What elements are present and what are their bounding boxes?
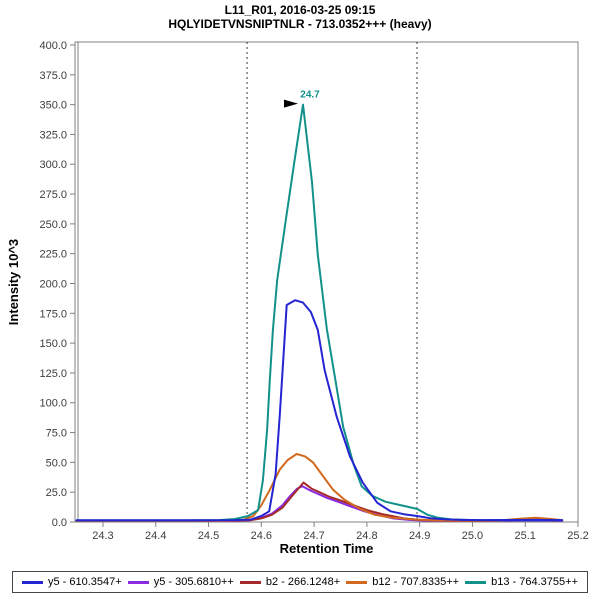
legend-swatch-line xyxy=(346,580,368,584)
y-tick-label: 25.0 xyxy=(46,487,67,499)
x-tick-label: 25.1 xyxy=(515,530,536,542)
y-tick-label: 175.0 xyxy=(39,308,67,320)
legend-swatch-line xyxy=(127,580,149,584)
legend-label: y5 - 610.3547+ xyxy=(48,576,122,588)
chart-subtitle-peptide: HQLYIDETVNSNIPTNLR - 713.0352+++ (heavy) xyxy=(168,17,432,31)
legend-swatch-line xyxy=(465,580,487,584)
x-tick-label: 24.4 xyxy=(145,530,166,542)
y-tick-label: 150.0 xyxy=(39,338,67,350)
x-tick-label: 25.0 xyxy=(462,530,483,542)
trace-b13-764-3755- xyxy=(75,103,564,522)
y-tick-label: 375.0 xyxy=(39,70,67,82)
y-tick-label: 225.0 xyxy=(39,249,67,261)
legend-item: b13 - 764.3755++ xyxy=(465,576,578,588)
y-tick-label: 125.0 xyxy=(39,368,67,380)
y-tick-label: 275.0 xyxy=(39,189,67,201)
y-tick-label: 0.0 xyxy=(52,517,67,529)
y-tick-label: 75.0 xyxy=(46,428,67,440)
peak-rt-annotation: 24.7 xyxy=(300,90,320,101)
y-tick-label: 250.0 xyxy=(39,219,67,231)
trace-b12-707-8335- xyxy=(75,453,564,522)
x-tick-label: 24.9 xyxy=(409,530,430,542)
legend-item: y5 - 305.6810++ xyxy=(127,576,234,588)
y-tick-label: 300.0 xyxy=(39,159,67,171)
legend-item: b2 - 266.1248+ xyxy=(239,576,341,588)
x-axis-title: Retention Time xyxy=(279,541,374,556)
legend-item: y5 - 610.3547+ xyxy=(22,576,122,588)
x-tick-label: 24.6 xyxy=(251,530,272,542)
y-tick-label: 200.0 xyxy=(39,278,67,290)
plot-border xyxy=(74,41,579,523)
legend-label: b13 - 764.3755++ xyxy=(491,576,578,588)
x-tick-label: 24.3 xyxy=(92,530,113,542)
y-tick-label: 100.0 xyxy=(39,398,67,410)
legend-label: y5 - 305.6810++ xyxy=(153,576,234,588)
trace-b2-266-1248- xyxy=(75,481,558,522)
legend-swatch-line xyxy=(22,580,43,584)
legend-item: b12 - 707.8335++ xyxy=(346,576,459,588)
x-tick-label: 24.7 xyxy=(303,530,324,542)
y-tick-label: 400.0 xyxy=(39,40,67,52)
x-tick-label: 24.8 xyxy=(356,530,377,542)
y-tick-label: 325.0 xyxy=(39,129,67,141)
y-tick-label: 350.0 xyxy=(39,100,67,112)
legend-label: b2 - 266.1248+ xyxy=(265,576,341,588)
legend-label: b12 - 707.8335++ xyxy=(372,576,460,588)
trace-y5-610-3547- xyxy=(75,299,564,522)
x-tick-label: 25.2 xyxy=(567,530,588,542)
peak-apex-arrow-icon xyxy=(284,99,299,108)
legend: y5 - 610.3547+ y5 - 305.6810++ b2 - 266.12… xyxy=(12,571,588,593)
y-tick-label: 50.0 xyxy=(46,457,67,469)
legend-swatch-line xyxy=(239,580,261,584)
chart-title: L11_R01, 2016-03-25 09:15 xyxy=(224,3,376,17)
x-tick-label: 24.5 xyxy=(198,530,219,542)
